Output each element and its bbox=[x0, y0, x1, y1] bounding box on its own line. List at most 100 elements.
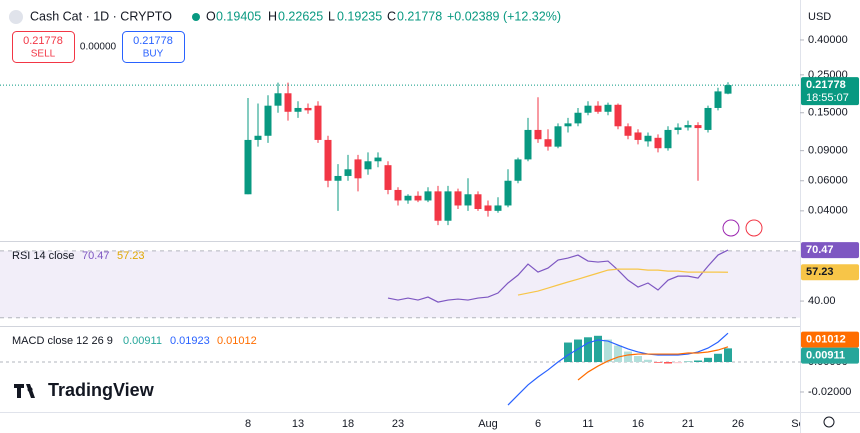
histogram-bar bbox=[664, 362, 672, 364]
rsi-title: RSI 14 close bbox=[12, 250, 74, 262]
series-line bbox=[387, 249, 729, 303]
candle-body bbox=[284, 93, 292, 112]
rsi-tag: 57.23 bbox=[806, 266, 834, 278]
histogram-bar bbox=[634, 356, 642, 363]
candle-body bbox=[244, 139, 252, 195]
event-icon[interactable] bbox=[745, 219, 763, 237]
histogram-bar bbox=[604, 339, 612, 363]
candle-body bbox=[334, 175, 342, 181]
histogram-bar bbox=[694, 360, 702, 363]
settings-icon[interactable] bbox=[823, 416, 835, 428]
buy-label[interactable]: BUY bbox=[143, 49, 164, 60]
histogram-bar bbox=[574, 339, 582, 363]
histogram-bar bbox=[674, 362, 682, 364]
macd-value: 0.01923 bbox=[170, 335, 210, 347]
sell-label[interactable]: SELL bbox=[31, 49, 56, 60]
ohlc-value: 0.19405 bbox=[216, 9, 261, 23]
x-tick-label: 16 bbox=[632, 418, 644, 430]
ohlc-value: 0.21778 bbox=[397, 9, 442, 23]
buy-box[interactable] bbox=[122, 31, 185, 63]
series-line bbox=[517, 268, 729, 296]
candle-body bbox=[664, 129, 672, 149]
candle-body bbox=[634, 132, 642, 140]
logo-text: TradingView bbox=[48, 380, 155, 400]
candle-body bbox=[724, 85, 732, 94]
candle-body bbox=[424, 191, 432, 201]
price-tag: 0.21778 bbox=[806, 79, 846, 91]
candle-body bbox=[254, 135, 262, 140]
buy-price[interactable]: 0.21778 bbox=[133, 35, 173, 47]
histogram-bar bbox=[624, 351, 632, 363]
histogram-bar bbox=[654, 362, 662, 363]
ohlc-label: L bbox=[328, 9, 335, 23]
candle-body bbox=[614, 104, 622, 127]
candle-body bbox=[264, 105, 272, 136]
candle-body bbox=[704, 107, 712, 130]
change: +0.02389 (+12.32%) bbox=[447, 9, 561, 23]
candle-body bbox=[294, 107, 302, 112]
y-tick-label: 0.40000 bbox=[808, 34, 848, 46]
macd-hist-tag: 0.00911 bbox=[806, 350, 845, 362]
time-axis: 8 13 18 23 Aug 6 11 16 21 26 Se bbox=[245, 418, 805, 430]
candle-body bbox=[394, 189, 402, 201]
histogram-bar bbox=[714, 353, 722, 363]
candle-body bbox=[554, 126, 562, 147]
series-line bbox=[577, 346, 729, 381]
candle-body bbox=[674, 127, 682, 130]
candle-body bbox=[604, 104, 612, 112]
y-tick-label: 40.00 bbox=[808, 295, 836, 307]
candle-body bbox=[314, 105, 322, 140]
candle-body bbox=[524, 129, 532, 160]
candle-body bbox=[504, 180, 512, 206]
macd-pane bbox=[0, 332, 800, 406]
series-line bbox=[507, 332, 729, 406]
event-icon[interactable] bbox=[722, 219, 740, 237]
x-tick-label: 23 bbox=[392, 418, 404, 430]
candle-body bbox=[374, 157, 382, 162]
currency: USD bbox=[808, 11, 831, 23]
candle-body bbox=[354, 159, 362, 179]
spread: 0.00000 bbox=[80, 42, 117, 53]
candle-body bbox=[624, 126, 632, 136]
sell-box[interactable] bbox=[12, 31, 75, 63]
candle-body bbox=[304, 107, 312, 111]
rsi-tag: 70.47 bbox=[806, 244, 834, 256]
y-tick-label: 0.06000 bbox=[808, 175, 848, 187]
buy-button[interactable]: 0.21778 BUY bbox=[122, 31, 185, 63]
rsi-ma-value: 57.23 bbox=[117, 250, 145, 262]
ohlc-label: C bbox=[387, 9, 396, 23]
histogram-bar bbox=[594, 335, 602, 363]
x-tick-label: 13 bbox=[292, 418, 304, 430]
macd-hist-tag-bg bbox=[801, 347, 859, 364]
price-tag-bg bbox=[801, 77, 859, 106]
histogram-bar bbox=[564, 342, 572, 363]
ohlc-label: O bbox=[206, 9, 216, 23]
candle-body bbox=[654, 137, 662, 149]
ohlc-value: 0.22625 bbox=[278, 9, 323, 23]
y-tick-label: 0.15000 bbox=[808, 107, 848, 119]
histogram-bar bbox=[584, 337, 592, 363]
histogram-bar bbox=[614, 345, 622, 363]
rsi-tag-bg bbox=[801, 242, 859, 259]
candle-body bbox=[534, 129, 542, 140]
sell-price[interactable]: 0.21778 bbox=[23, 35, 63, 47]
candle-body bbox=[324, 139, 332, 181]
candle-body bbox=[584, 105, 592, 113]
candle-body bbox=[464, 194, 472, 206]
histogram-bar bbox=[724, 348, 732, 363]
rsi-value: 70.47 bbox=[82, 250, 110, 262]
x-tick-label: Aug bbox=[478, 418, 498, 430]
candle-body bbox=[684, 125, 692, 128]
x-tick-label: 21 bbox=[682, 418, 694, 430]
macd-signal-value: 0.01012 bbox=[217, 335, 257, 347]
sell-button[interactable]: 0.21778 SELL bbox=[12, 31, 75, 63]
candle-body bbox=[484, 205, 492, 211]
price-pane bbox=[0, 82, 800, 226]
candle-body bbox=[344, 169, 352, 176]
rsi-band bbox=[0, 250, 800, 318]
x-tick-label: 26 bbox=[732, 418, 744, 430]
countdown: 18:55:07 bbox=[806, 92, 849, 104]
candle-body bbox=[444, 191, 452, 221]
y-tick-label: -0.02000 bbox=[808, 386, 851, 398]
